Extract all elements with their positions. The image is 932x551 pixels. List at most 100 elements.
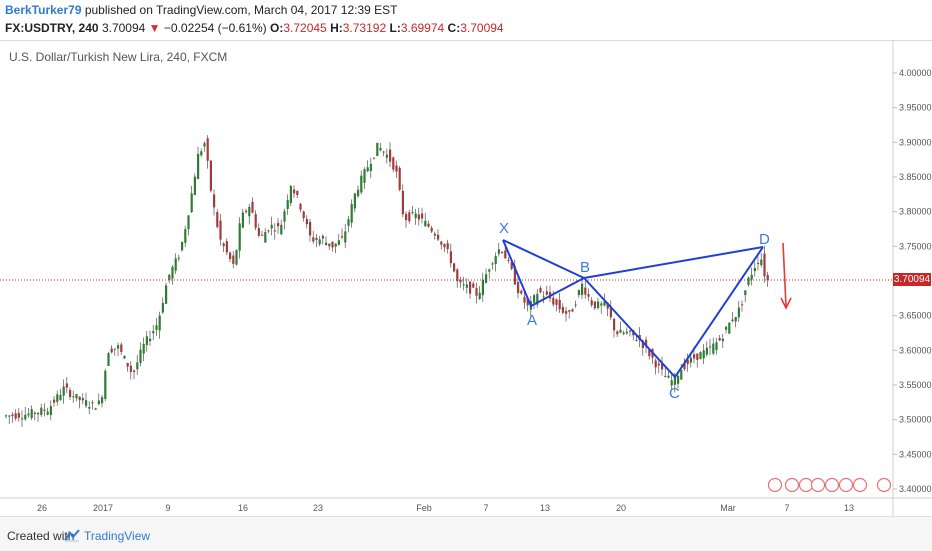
price-tick-label: 3.60000: [899, 345, 932, 355]
price-chart[interactable]: 4.00000 3.95000 3.90000 3.85000 3.80000 3.750…: [0, 40, 932, 516]
candle-body: [446, 243, 449, 250]
candle-body: [712, 343, 715, 354]
candle-body: [664, 375, 667, 378]
high-value: 3.73192: [342, 21, 387, 35]
candle-body: [78, 396, 81, 401]
candle-body: [491, 263, 494, 265]
candle-body: [561, 306, 564, 313]
time-tick-label: 2017: [93, 503, 113, 513]
candle-body: [277, 222, 280, 227]
time-axis[interactable]: 26 2017 9 16 23 Feb 7 13 20 Mar 7 13: [37, 503, 854, 513]
price-tick-label: 3.55000: [899, 380, 932, 390]
candle-body: [485, 274, 488, 283]
candle-body: [91, 402, 94, 404]
candle-body: [389, 149, 392, 162]
candle-body: [677, 375, 680, 384]
candle-body: [363, 169, 366, 183]
price-tick-label: 3.65000: [899, 311, 932, 321]
candle-body: [280, 224, 283, 235]
candle-body: [184, 229, 187, 243]
candle-body: [75, 394, 78, 399]
candle-body: [424, 220, 427, 227]
candle-body: [165, 285, 168, 304]
candle-body: [395, 165, 398, 172]
candle-body: [337, 240, 340, 245]
candle-body: [699, 352, 702, 360]
candle-body: [725, 326, 728, 330]
economic-event-icon[interactable]: [876, 477, 892, 493]
down-arrow-icon: [780, 242, 792, 310]
time-tick-label: 16: [238, 503, 248, 513]
candle-body: [65, 383, 68, 388]
candle-body: [625, 331, 628, 334]
candle-body: [11, 414, 14, 417]
chart-title: U.S. Dollar/Turkish New Lira, 240, FXCM: [9, 50, 228, 64]
candle-body: [37, 412, 40, 415]
candle-body: [581, 283, 584, 295]
tradingview-logo-icon[interactable]: [64, 528, 80, 542]
low-label: L:: [389, 21, 401, 35]
candle-body: [593, 301, 596, 309]
close-label: C:: [447, 21, 461, 35]
candle-body: [520, 290, 523, 294]
candle-body: [117, 345, 120, 349]
candle-body: [257, 228, 260, 236]
candle-body: [325, 242, 328, 246]
candle-body: [456, 269, 459, 282]
candle-body: [350, 204, 353, 223]
close-value: 3.70094: [460, 21, 504, 35]
candle-body: [737, 307, 740, 318]
candle-body: [369, 164, 372, 171]
candle-body: [667, 375, 670, 378]
economic-event-icon[interactable]: [798, 477, 814, 493]
candle-body: [750, 274, 753, 280]
economic-event-icon[interactable]: [767, 477, 783, 493]
economic-event-icon[interactable]: [810, 477, 826, 493]
author-link[interactable]: BerkTurker79: [5, 3, 82, 17]
economic-event-icon[interactable]: [824, 477, 840, 493]
economic-event-icon[interactable]: [838, 477, 854, 493]
economic-event-icon[interactable]: [852, 477, 868, 493]
candle-body: [321, 235, 324, 239]
last-price: 3.70094: [101, 21, 146, 35]
candle-body: [645, 339, 648, 347]
candle-body: [517, 282, 520, 294]
economic-event-icon[interactable]: [784, 477, 800, 493]
candle-body: [539, 288, 542, 293]
chart-header: BerkTurker79 published on TradingView.co…: [0, 0, 932, 40]
candle-body: [49, 406, 52, 415]
tradingview-brand-link[interactable]: TradingView: [84, 529, 151, 543]
candle-body: [680, 369, 683, 380]
candle-body: [299, 203, 302, 210]
candle-body: [657, 363, 660, 366]
candle-body: [433, 233, 436, 236]
time-tick-label: 7: [784, 503, 789, 513]
economic-events-row[interactable]: [767, 477, 892, 493]
candle-body: [507, 259, 510, 261]
candle-body: [328, 243, 331, 247]
candle-body: [603, 301, 606, 306]
candle-body: [654, 360, 657, 368]
harmonic-pattern-legs: [502, 239, 764, 379]
candle-body: [206, 138, 209, 161]
candle-body: [494, 255, 497, 265]
candle-body: [501, 251, 504, 253]
candle-body: [155, 325, 158, 331]
candle-body: [379, 147, 382, 151]
candle-body: [744, 290, 747, 296]
candle-body: [273, 230, 276, 232]
candle-body: [261, 234, 264, 236]
candle-body: [353, 193, 356, 209]
candle-body: [286, 200, 289, 209]
candle-body: [366, 167, 369, 172]
candle-body: [440, 241, 443, 245]
candle-body: [715, 342, 718, 351]
candlestick-series: [5, 135, 769, 427]
candle-body: [289, 186, 292, 204]
candle-body: [472, 283, 475, 288]
candle-body: [622, 332, 625, 335]
time-tick-label: Mar: [720, 503, 736, 513]
candle-body: [264, 232, 267, 243]
time-tick-label: 26: [37, 503, 47, 513]
candle-body: [568, 310, 571, 312]
